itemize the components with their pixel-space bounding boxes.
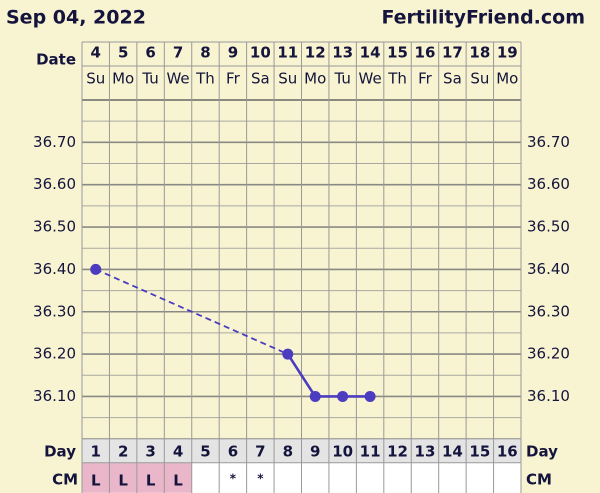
date-label: 9	[228, 44, 238, 62]
y-tick-label: 36.10	[33, 387, 76, 405]
weekday-label: Su	[470, 70, 489, 88]
weekday-label: Tu	[141, 70, 158, 88]
y-tick-label-right: 36.20	[527, 345, 570, 363]
y-tick-label: 36.50	[33, 218, 76, 236]
y-tick-label-right: 36.70	[527, 133, 570, 151]
cycle-day-label: 2	[118, 442, 128, 460]
date-label: 17	[442, 44, 463, 62]
day-label: Day	[44, 443, 76, 461]
weekday-label: Mo	[304, 70, 326, 88]
weekday-label: Tu	[333, 70, 350, 88]
y-tick-label: 36.70	[33, 133, 76, 151]
date-label: 16	[415, 44, 436, 62]
cycle-day-label: 4	[173, 442, 183, 460]
cm-value: L	[146, 471, 156, 489]
cycle-day-label: 11	[360, 442, 381, 460]
weekday-label: Fr	[226, 70, 241, 88]
y-tick-label-right: 36.60	[527, 175, 570, 193]
cycle-day-label: 8	[283, 442, 293, 460]
date-label: 4	[91, 44, 101, 62]
cycle-day-label: 5	[200, 442, 210, 460]
temp-point	[364, 390, 376, 402]
cycle-day-label: 14	[442, 442, 463, 460]
weekday-label: Su	[86, 70, 105, 88]
cycle-day-label: 12	[387, 442, 408, 460]
cycle-day-label: 6	[228, 442, 238, 460]
weekday-label: Th	[387, 70, 407, 88]
cm-value: L	[91, 471, 101, 489]
date-label: 18	[469, 44, 490, 62]
cm-value: L	[118, 471, 128, 489]
cm-value: L	[173, 471, 183, 489]
cm-menstruation-cell	[136, 462, 165, 493]
weekday-label: Fr	[418, 70, 433, 88]
date-label: 7	[173, 44, 183, 62]
day-label-right: Day	[526, 443, 558, 461]
cm-label-right: CM	[526, 471, 552, 489]
date-label: 14	[360, 44, 381, 62]
weekday-label: We	[166, 70, 189, 88]
temp-line-segment	[95, 268, 289, 355]
y-tick-label: 36.60	[33, 175, 76, 193]
date-label: 11	[277, 44, 298, 62]
y-tick-label-right: 36.10	[527, 387, 570, 405]
weekday-label: Su	[278, 70, 297, 88]
cycle-day-label: 1	[91, 442, 101, 460]
cycle-day-label: 10	[332, 442, 353, 460]
cm-value: *	[230, 471, 237, 485]
temp-point	[90, 263, 102, 275]
weekday-label: Mo	[112, 70, 134, 88]
date-label: 6	[145, 44, 155, 62]
weekday-label: Sa	[251, 70, 270, 88]
date-label: 19	[497, 44, 518, 62]
weekday-label: We	[359, 70, 382, 88]
y-tick-label-right: 36.40	[527, 260, 570, 278]
cycle-day-label: 9	[310, 442, 320, 460]
cm-menstruation-cell	[82, 462, 110, 493]
cm-label: CM	[52, 471, 78, 489]
cm-value: *	[257, 471, 264, 485]
date-label: 10	[250, 44, 271, 62]
date-label: 12	[305, 44, 326, 62]
cycle-day-label: 13	[415, 442, 436, 460]
cm-menstruation-cell	[109, 462, 137, 493]
temp-point	[309, 390, 321, 402]
weekday-label: Mo	[496, 70, 518, 88]
temp-line-segment	[286, 353, 317, 398]
temp-point	[282, 348, 294, 360]
temp-point	[337, 390, 349, 402]
date-label: 8	[200, 44, 210, 62]
y-tick-label: 36.40	[33, 260, 76, 278]
chart-date: Sep 04, 2022	[6, 7, 146, 29]
date-label: Date	[36, 51, 76, 69]
date-label: 5	[118, 44, 128, 62]
cycle-day-label: 16	[497, 442, 518, 460]
weekday-label: Sa	[443, 70, 462, 88]
y-tick-label: 36.30	[33, 302, 76, 320]
y-tick-label: 36.20	[33, 345, 76, 363]
cycle-day-label: 3	[145, 442, 155, 460]
date-label: 15	[387, 44, 408, 62]
y-tick-label-right: 36.30	[527, 302, 570, 320]
y-tick-label-right: 36.50	[527, 218, 570, 236]
cm-menstruation-cell	[164, 462, 192, 493]
cycle-day-label: 7	[255, 442, 265, 460]
date-label: 13	[332, 44, 353, 62]
weekday-label: Th	[195, 70, 215, 88]
cycle-day-label: 15	[469, 442, 490, 460]
site-name: FertilityFriend.com	[381, 7, 585, 29]
